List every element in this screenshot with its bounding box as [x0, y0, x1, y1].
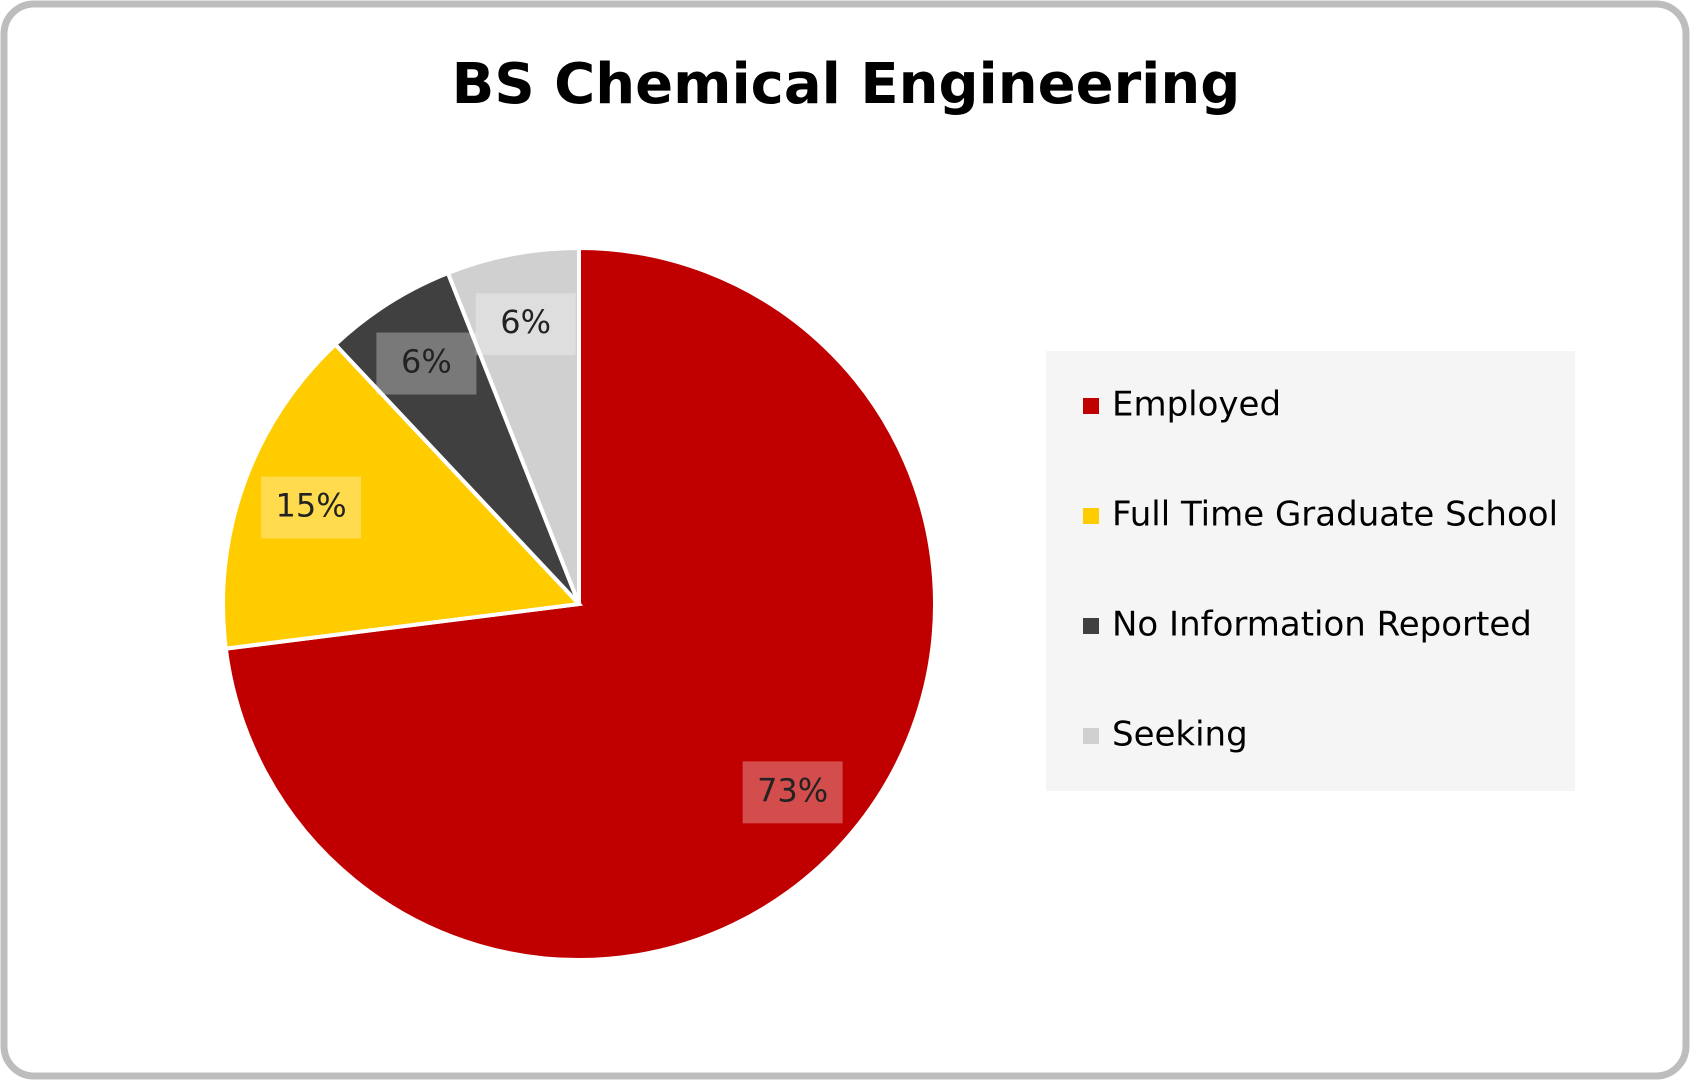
pie-slice	[445, 245, 581, 605]
legend-label: Employed	[1112, 385, 1281, 425]
data-label-box	[261, 476, 362, 539]
data-label-box	[376, 332, 477, 395]
legend-label: Full Time Graduate School	[1112, 495, 1558, 535]
legend-box	[1046, 351, 1575, 791]
data-label: 73%	[757, 771, 828, 809]
legend-swatch	[1083, 618, 1099, 634]
data-label-box	[742, 761, 843, 824]
data-label: 6%	[401, 343, 452, 381]
legend-label: No Information Reported	[1112, 605, 1532, 645]
data-label: 15%	[275, 487, 346, 525]
legend-label: Seeking	[1112, 715, 1248, 755]
data-label-box	[475, 293, 576, 356]
legend-swatch	[1083, 398, 1099, 414]
legend-swatch	[1083, 728, 1099, 744]
legend-swatch	[1083, 508, 1099, 524]
pie-slice	[332, 270, 581, 606]
data-label: 6%	[500, 303, 551, 341]
pie-slice	[221, 341, 584, 651]
chart-title: BS Chemical Engineering	[452, 52, 1241, 117]
